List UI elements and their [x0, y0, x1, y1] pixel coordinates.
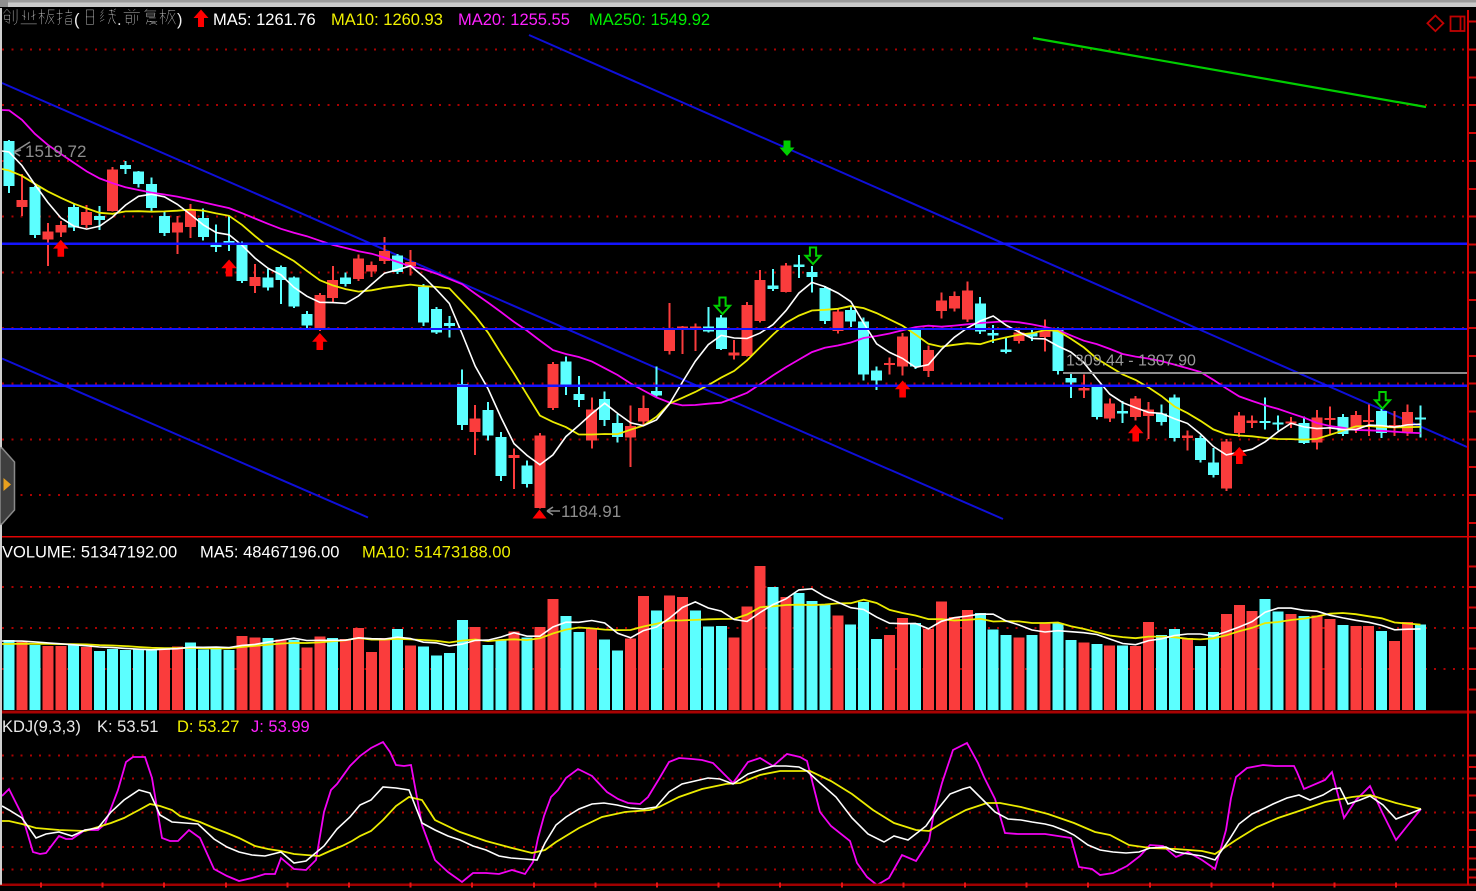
svg-text:J: 53.99: J: 53.99 [251, 718, 310, 736]
svg-text:D: 53.27: D: 53.27 [177, 718, 239, 736]
svg-text:K: 53.51: K: 53.51 [97, 718, 158, 736]
svg-text:1309.44 - 1307.90: 1309.44 - 1307.90 [1066, 353, 1196, 370]
svg-text:KDJ(9,3,3): KDJ(9,3,3) [2, 718, 81, 736]
svg-text:1519.72: 1519.72 [25, 142, 86, 161]
svg-text:MA250: 1549.92: MA250: 1549.92 [589, 11, 710, 29]
svg-text:): ) [177, 11, 183, 29]
svg-text:.: . [117, 11, 122, 29]
svg-text:1184.91: 1184.91 [561, 502, 621, 521]
svg-text:(: ( [74, 11, 80, 29]
svg-text:MA10: 51473188.00: MA10: 51473188.00 [362, 544, 511, 562]
svg-text:MA5: 1261.76: MA5: 1261.76 [213, 11, 316, 29]
svg-text:VOLUME: 51347192.00: VOLUME: 51347192.00 [2, 544, 177, 562]
svg-text:MA5: 48467196.00: MA5: 48467196.00 [200, 544, 339, 562]
svg-text:MA20: 1255.55: MA20: 1255.55 [458, 11, 570, 29]
svg-text:MA10: 1260.93: MA10: 1260.93 [331, 11, 443, 29]
